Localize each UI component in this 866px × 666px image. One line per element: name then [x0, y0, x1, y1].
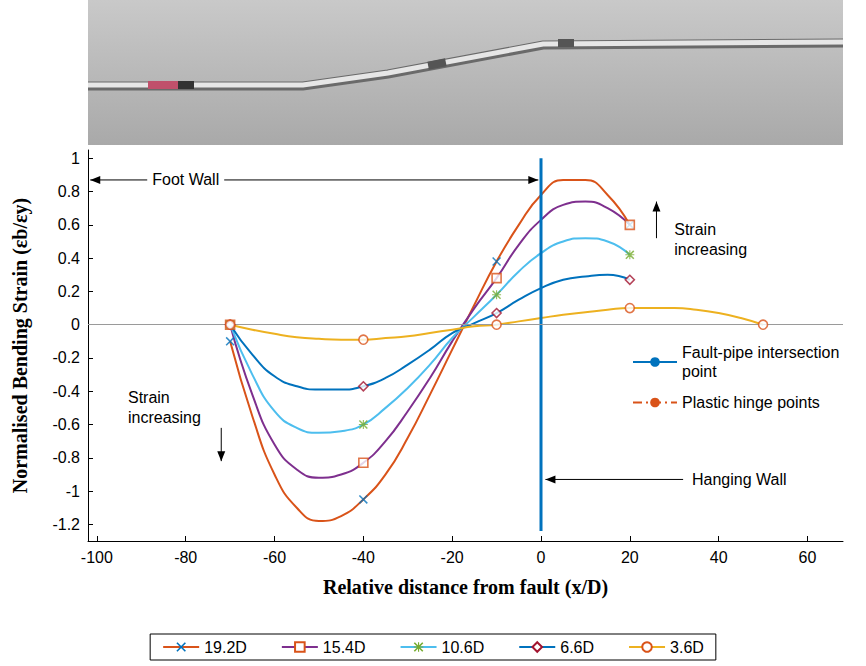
svg-text:0.2: 0.2	[58, 283, 80, 300]
svg-text:10.6D: 10.6D	[442, 639, 485, 656]
svg-text:3.6D: 3.6D	[670, 639, 704, 656]
svg-text:-0.8: -0.8	[52, 449, 80, 466]
svg-text:Hanging Wall: Hanging Wall	[692, 471, 787, 488]
svg-text:Normalised Bending Strain (εb/: Normalised Bending Strain (εb/εy)	[9, 198, 32, 493]
svg-text:1: 1	[71, 150, 80, 167]
svg-text:0: 0	[71, 316, 80, 333]
svg-text:0: 0	[537, 549, 546, 566]
svg-text:0.6: 0.6	[58, 216, 80, 233]
svg-text:0.8: 0.8	[58, 183, 80, 200]
svg-text:Fault-pipe intersection: Fault-pipe intersection	[682, 344, 844, 361]
svg-text:increasing: increasing	[674, 241, 747, 258]
svg-text:-0.4: -0.4	[52, 383, 80, 400]
svg-text:15.4D: 15.4D	[323, 639, 366, 656]
svg-text:-20: -20	[441, 549, 464, 566]
svg-text:-1: -1	[66, 483, 80, 500]
svg-text:-60: -60	[263, 549, 286, 566]
svg-text:Plastic hinge points: Plastic hinge points	[682, 394, 820, 411]
svg-text:Strain: Strain	[674, 221, 720, 238]
svg-text:0.4: 0.4	[58, 250, 80, 267]
svg-text:Relative distance from fault (: Relative distance from fault (x/D)	[323, 576, 608, 599]
svg-text:-100: -100	[81, 549, 113, 566]
svg-text:20: 20	[621, 549, 639, 566]
svg-text:-0.2: -0.2	[52, 349, 80, 366]
svg-text:Foot Wall: Foot Wall	[152, 171, 219, 188]
svg-text:point: point	[682, 363, 717, 380]
svg-text:-80: -80	[174, 549, 197, 566]
svg-text:40: 40	[710, 549, 728, 566]
svg-text:60: 60	[799, 549, 817, 566]
svg-text:19.2D: 19.2D	[204, 639, 247, 656]
svg-text:6.6D: 6.6D	[560, 639, 594, 656]
svg-text:-40: -40	[352, 549, 375, 566]
svg-text:Strain: Strain	[128, 389, 174, 406]
svg-text:-1.2: -1.2	[52, 516, 80, 533]
svg-text:-0.6: -0.6	[52, 416, 80, 433]
svg-text:increasing: increasing	[128, 409, 201, 426]
